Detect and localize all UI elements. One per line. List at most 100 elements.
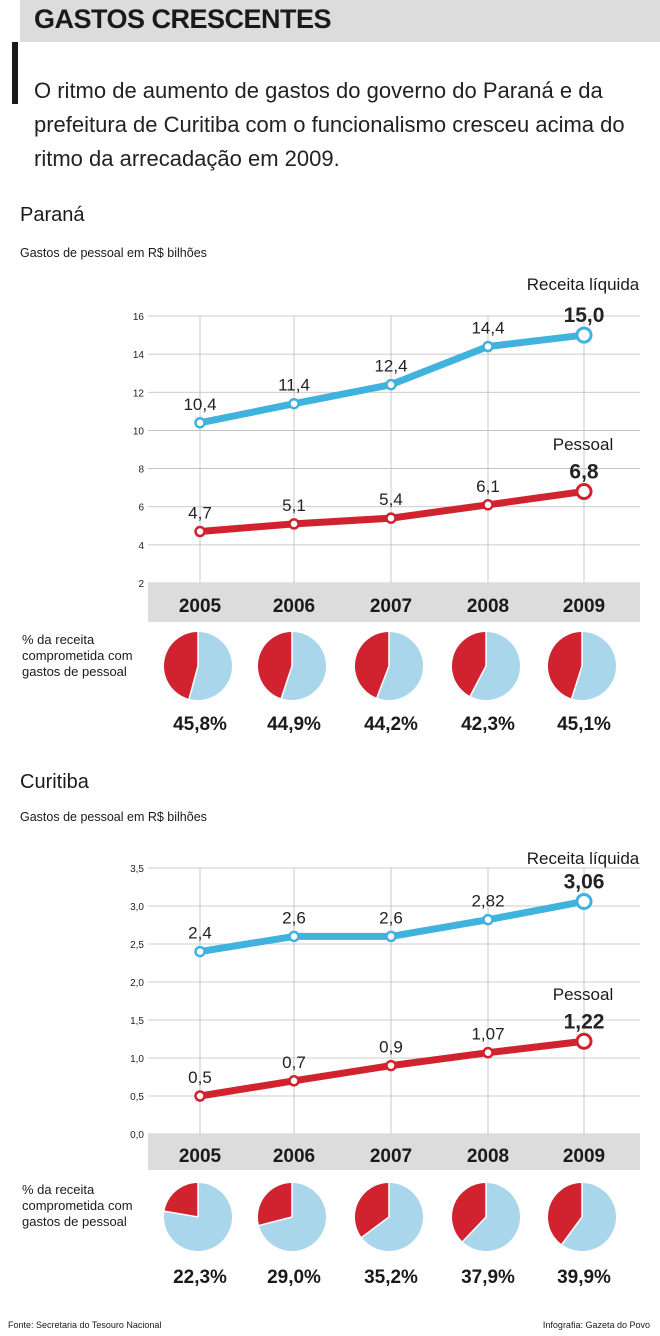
curitiba-ytick-label: 3,5 [130,864,144,875]
parana-pie-divider [376,665,390,699]
parana-data-label: 5,4 [379,490,403,509]
curitiba-series-name: Pessoal [553,985,613,1004]
curitiba-data-label: 2,82 [471,892,504,911]
curitiba-data-label: 2,4 [188,924,212,943]
parana-data-point [385,512,397,524]
parana-ytick-label: 4 [138,541,144,552]
curitiba-series-name: Receita líquida [527,849,640,868]
parana-data-label: 6,8 [569,460,599,483]
curitiba-ytick-label: 2,5 [130,940,144,951]
parana-ytick-label: 6 [138,503,144,514]
curitiba-pie-pct-label: 22,3% [173,1267,227,1288]
footer-source: Fonte: Secretaria do Tesouro Nacional [8,1320,162,1330]
curitiba-data-point [288,930,300,943]
parana-data-label: 4,7 [188,504,212,523]
curitiba-ytick-label: 0,0 [130,1130,144,1141]
parana-pie-slice [451,632,486,697]
curitiba-year-label: 2009 [563,1146,605,1167]
parana-pie-divider [280,665,293,699]
curitiba-data-label: 3,06 [564,870,605,893]
curitiba-pie-slice [164,1183,198,1217]
curitiba-pie-divider [164,1210,199,1218]
curitiba-ytick-label: 2,0 [130,978,144,989]
parana-year-label: 2007 [370,596,412,617]
parana-pie-pct-label: 44,2% [364,714,418,735]
curitiba-subtitle: Gastos de pessoal em R$ bilhões [20,810,207,824]
parana-ytick-label: 8 [138,465,144,476]
curitiba-pie-slice [548,1183,582,1245]
curitiba-data-label: 2,6 [379,908,403,927]
parana-data-label: 5,1 [282,496,306,515]
curitiba-data-point [575,892,593,910]
curitiba-data-point [194,945,206,958]
curitiba-ytick-label: 1,0 [130,1054,144,1065]
parana-pct-label: % da receita comprometida com gastos de … [22,632,133,679]
parana-chart: 2 4 6 8 10 12 14 16 2005 2006 2007 2008 2009 10,4 11,4… [133,275,640,735]
parana-data-point [482,340,494,353]
parana-data-point [575,482,593,500]
curitiba-pct-label: % da receita comprometida com gastos de … [22,1182,133,1229]
parana-ytick-label: 10 [133,426,145,437]
parana-series-name: Pessoal [553,435,613,454]
curitiba-ytick-label: 3,0 [130,902,144,913]
curitiba-pie-slice [258,1183,292,1226]
curitiba-pie-divider [258,1216,293,1227]
lead-accent-bar [12,42,18,104]
curitiba-data-label: 0,7 [282,1053,306,1072]
curitiba-data-label: 0,5 [188,1068,212,1087]
parana-ytick-label: 2 [138,579,144,590]
parana-pie-divider [570,665,583,699]
parana-data-label: 11,4 [278,376,310,395]
parana-subtitle: Gastos de pessoal em R$ bilhões [20,246,207,260]
parana-year-label: 2005 [179,596,222,617]
header-band [20,0,660,42]
curitiba-data-point [288,1075,300,1087]
parana-pie-slice [547,632,582,699]
parana-pie-divider [188,665,199,700]
curitiba-ytick-label: 0,5 [130,1092,144,1103]
footer-credit: Infografia: Gazeta do Povo [542,1320,650,1330]
parana-pie-slice [354,632,389,698]
parana-ytick-label: 16 [133,312,145,323]
curitiba-data-point [575,1032,593,1050]
parana-year-label: 2006 [273,596,315,617]
curitiba-pie-pct-label: 37,9% [461,1267,515,1288]
curitiba-ytick-label: 1,5 [130,1016,144,1027]
parana-data-point [482,499,494,511]
curitiba-pie-divider [361,1216,390,1238]
parana-year-band [148,583,640,622]
parana-pie-divider [469,665,487,697]
parana-data-point [194,417,206,429]
curitiba-data-point [385,930,397,943]
curitiba-pie-divider [462,1216,487,1243]
curitiba-pie-slice [452,1183,486,1242]
curitiba-title: Curitiba [20,771,89,793]
curitiba-pie-pct-label: 39,9% [557,1267,611,1288]
parana-year-label: 2008 [467,596,509,617]
curitiba-pie-slice [355,1183,389,1238]
lead-text: O ritmo de aumento de gastos do governo … [34,78,625,171]
parana-data-point [288,518,300,530]
curitiba-year-label: 2006 [273,1146,315,1167]
parana-data-label: 6,1 [476,477,500,496]
parana-pie-slice [164,632,198,699]
curitiba-data-label: 2,6 [282,908,306,927]
parana-data-label: 10,4 [183,395,216,414]
parana-data-label: 12,4 [374,357,407,376]
curitiba-data-label: 0,9 [379,1038,403,1057]
parana-data-point [194,525,206,538]
curitiba-year-label: 2005 [179,1146,222,1167]
parana-title: Paraná [20,204,85,226]
parana-year-label: 2009 [563,596,605,617]
curitiba-data-point [194,1090,206,1102]
parana-pie-pct-label: 45,8% [173,714,227,735]
curitiba-chart: 0,0 0,5 1,0 1,5 2,0 2,5 3,0 3,5 2005 2006 2007 2008… [130,849,640,1288]
curitiba-pie-pct-label: 29,0% [267,1267,321,1288]
curitiba-year-band [148,1134,640,1170]
curitiba-year-label: 2007 [370,1146,412,1167]
parana-series-receita-line [196,331,588,427]
parana-ytick-label: 14 [133,350,145,361]
parana-data-point [575,326,593,344]
parana-data-point [385,378,397,391]
curitiba-year-label: 2008 [467,1146,509,1167]
